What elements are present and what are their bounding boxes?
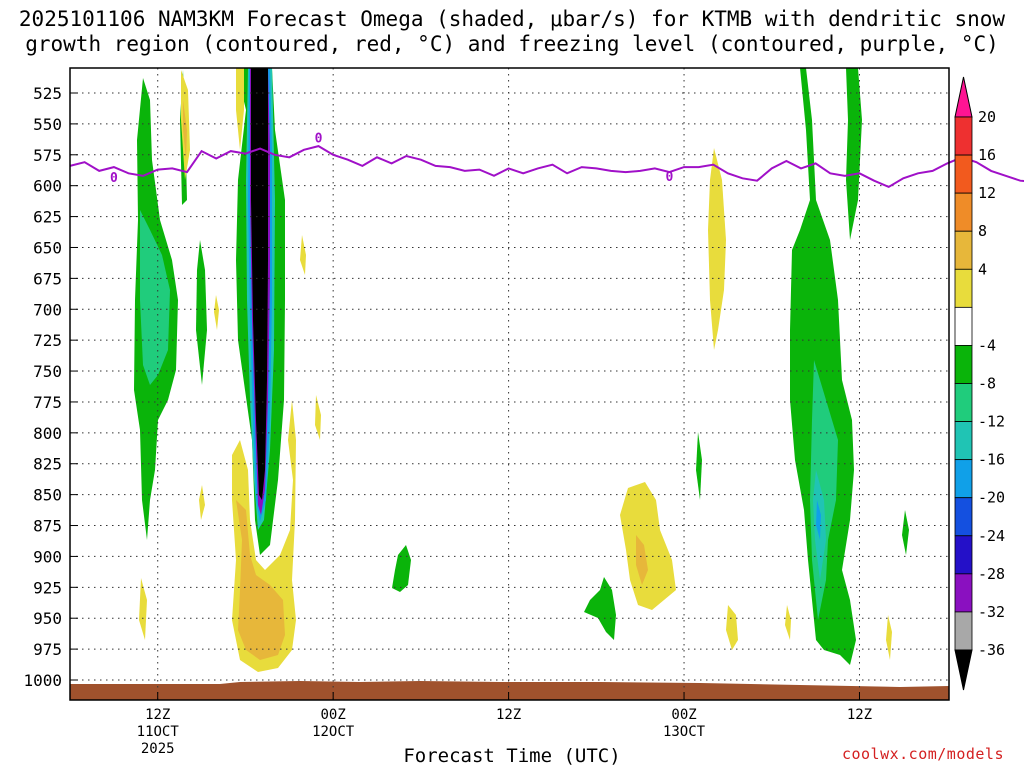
- y-tick-label-850: 850: [33, 486, 62, 505]
- freezing-level-line: [69, 145, 1024, 189]
- chart-title-line-1: 2025101106 NAM3KM Forecast Omega (shaded…: [18, 7, 1006, 31]
- colorbar-label-11: -28: [978, 565, 1005, 583]
- colorbar-label-1: 16: [978, 146, 996, 164]
- colorbar-label-8: -16: [978, 451, 1005, 469]
- colorbar-segment-4: [954, 230, 973, 270]
- colorbar-segment-8: [954, 383, 973, 422]
- omega-region-yellow-small-5: [199, 485, 205, 520]
- x-tick-sublabel-24: 12OCT: [312, 724, 355, 740]
- chart-title-line-2: growth region (contoured, red, °C) and f…: [25, 32, 999, 56]
- freezing-level-label-1: 0: [315, 131, 323, 146]
- x-tick-label-36: 12Z: [496, 707, 521, 723]
- omega-region-orange-small: [183, 100, 187, 160]
- y-tick-label-650: 650: [33, 238, 62, 257]
- y-tick-label-775: 775: [33, 393, 62, 412]
- colorbar-label-12: -32: [978, 603, 1005, 621]
- y-tick-label-550: 550: [33, 115, 62, 134]
- x-axis-title: Forecast Time (UTC): [403, 745, 621, 767]
- omega-region-green-right-top: [846, 68, 862, 240]
- omega-region-yellow-small-2: [315, 395, 321, 440]
- x-tick-sublabel-48: 13OCT: [663, 724, 706, 740]
- y-tick-label-800: 800: [33, 424, 62, 443]
- omega-region-yellow-small-7: [726, 605, 738, 650]
- y-tick-label-625: 625: [33, 208, 62, 227]
- colorbar-label-3: 8: [978, 222, 987, 240]
- colorbar-label-6: -8: [978, 375, 996, 393]
- y-tick-label-1000: 1000: [23, 671, 62, 690]
- x-tick-sublabel-12: 11OCT: [137, 724, 180, 740]
- omega-region-yellow-small-3: [300, 235, 306, 275]
- omega-region-green-mid-right: [584, 577, 616, 640]
- colorbar-segment-6: [954, 306, 973, 346]
- freezing-level-contour: 0 0 0: [69, 131, 1024, 189]
- omega-region-teal-left: [140, 210, 170, 385]
- x-tick-label-12: 12Z: [145, 707, 170, 723]
- omega-region-black-core: [251, 68, 268, 500]
- colorbar-segment-7: [954, 345, 973, 384]
- ground-terrain: [70, 681, 949, 700]
- colorbar-label-5: -4: [978, 336, 996, 354]
- colorbar-segment-1: [954, 116, 973, 156]
- omega-region-green-right: [790, 68, 856, 665]
- y-tick-label-950: 950: [33, 609, 62, 628]
- y-tick-label-525: 525: [33, 84, 62, 103]
- freezing-level-label-0: 0: [110, 171, 118, 186]
- colorbar-label-10: -24: [978, 527, 1005, 545]
- colorbar-bottom-arrow: [954, 649, 973, 691]
- colorbar-segment-10: [954, 459, 973, 499]
- y-tick-label-925: 925: [33, 578, 62, 597]
- colorbar-label-4: 4: [978, 260, 987, 278]
- freezing-level-label-2: 0: [666, 170, 674, 185]
- omega-region-blue-right: [816, 500, 821, 540]
- colorbar-label-0: 20: [978, 108, 996, 126]
- x-tick-label-24: 00Z: [321, 707, 346, 723]
- y-tick-label-725: 725: [33, 331, 62, 350]
- y-tick-label-750: 750: [33, 362, 62, 381]
- credit-text: coolwx.com/models: [841, 745, 1004, 763]
- omega-region-yellow-small-9: [886, 615, 892, 660]
- grid-lines: [70, 68, 949, 700]
- colorbar-segment-12: [954, 535, 973, 575]
- colorbar: 20 16 12 8 4 -4 -8 -12 -16 -20 -24 -28 -32 -36: [954, 76, 1005, 691]
- omega-region-yellow-upper-right: [708, 148, 726, 350]
- x-tick-year-12: 2025: [141, 741, 175, 757]
- omega-region-green-sliver: [696, 432, 702, 500]
- omega-region-orange-low-left: [236, 500, 285, 660]
- y-tick-label-825: 825: [33, 455, 62, 474]
- colorbar-segment-14: [954, 611, 973, 651]
- y-tick-label-575: 575: [33, 146, 62, 165]
- y-tick-label-600: 600: [33, 177, 62, 196]
- colorbar-segment-11: [954, 497, 973, 537]
- colorbar-segment-13: [954, 573, 973, 613]
- omega-shaded-field: [70, 68, 949, 700]
- y-tick-label-700: 700: [33, 300, 62, 319]
- colorbar-label-9: -20: [978, 489, 1005, 507]
- y-tick-label-675: 675: [33, 269, 62, 288]
- omega-region-yellow-small-4: [139, 578, 147, 640]
- omega-region-green-small-1: [196, 240, 207, 385]
- y-axis: 525 550 575 600 625 650 675 700 725 750 775 800 825 8…: [23, 84, 78, 690]
- omega-region-yellow-core-top: [236, 68, 244, 150]
- omega-region-orange-mid-right: [636, 535, 648, 585]
- colorbar-top-arrow: [954, 76, 973, 118]
- y-tick-label-900: 900: [33, 547, 62, 566]
- y-tick-label-875: 875: [33, 517, 62, 536]
- x-tick-label-48: 00Z: [671, 707, 696, 723]
- colorbar-segment-3: [954, 192, 973, 232]
- colorbar-label-13: -36: [978, 641, 1005, 659]
- colorbar-segment-2: [954, 154, 973, 194]
- plot-frame: [69, 67, 950, 701]
- colorbar-label-2: 12: [978, 184, 996, 202]
- x-tick-label-60: 12Z: [847, 707, 872, 723]
- colorbar-label-7: -12: [978, 413, 1005, 431]
- y-tick-label-975: 975: [33, 640, 62, 659]
- omega-region-green-small-10: [902, 510, 909, 555]
- omega-region-yellow-mid-right: [620, 482, 676, 610]
- colorbar-segment-5: [954, 268, 973, 308]
- omega-region-yellow-small-6: [214, 295, 219, 330]
- colorbar-segment-9: [954, 421, 973, 461]
- omega-region-yellow-small-8: [785, 605, 791, 640]
